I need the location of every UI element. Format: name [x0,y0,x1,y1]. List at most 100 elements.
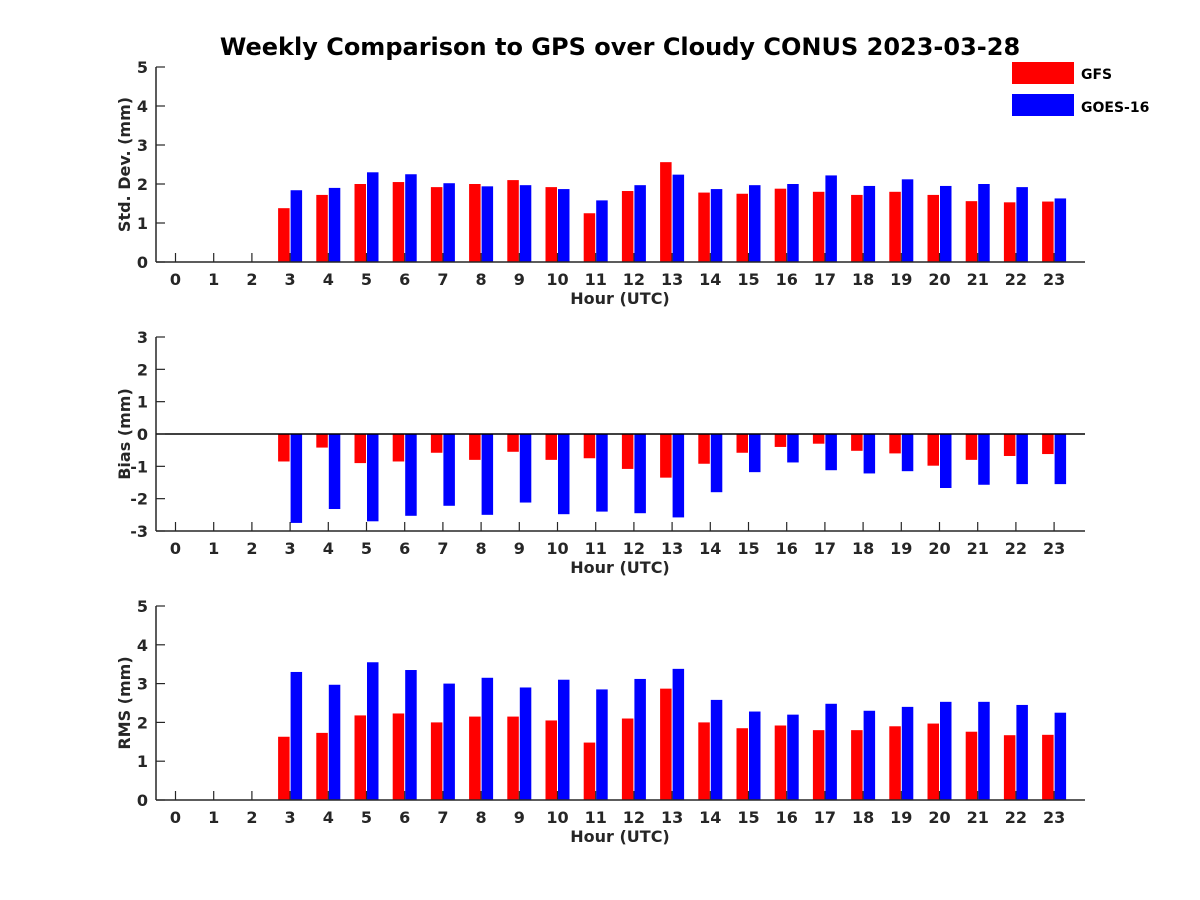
bar-goes16-hour-22 [1016,704,1028,800]
bar-goes16-hour-22 [1016,187,1028,262]
x-tick-label: 7 [437,808,448,827]
bar-goes16-hour-10 [558,189,570,262]
bar-gfs-hour-23 [1042,434,1054,455]
bar-goes16-hour-9 [519,687,532,800]
x-tick-label: 9 [514,539,525,558]
bar-goes16-hour-8 [481,186,494,262]
bar-goes16-hour-6 [405,434,417,516]
bar-gfs-hour-6 [392,182,405,262]
bar-goes16-hour-12 [634,434,646,514]
bar-gfs-hour-23 [1042,201,1054,262]
bar-goes16-hour-7 [443,183,455,262]
x-tick-label: 10 [546,539,568,558]
x-tick-label: 8 [476,808,487,827]
x-tick-label: 13 [661,808,683,827]
bar-goes16-hour-20 [940,185,952,262]
y-tick-label: -3 [130,522,148,541]
x-tick-label: 16 [776,270,798,289]
bar-gfs-hour-12 [621,191,634,262]
x-tick-label: 23 [1043,270,1065,289]
x-tick-label: 18 [852,539,874,558]
bar-goes16-hour-13 [672,668,685,800]
bar-gfs-hour-12 [621,718,634,800]
x-tick-label: 7 [437,270,448,289]
x-tick-label: 1 [208,539,219,558]
x-tick-label: 14 [699,539,721,558]
x-tick-label: 14 [699,808,721,827]
legend-swatch-goes16 [1012,94,1074,116]
bar-goes16-hour-4 [328,187,341,262]
bar-goes16-hour-5 [367,434,379,522]
bar-goes16-hour-10 [558,434,570,515]
bar-goes16-hour-23 [1054,712,1067,800]
y-tick-label: 0 [137,253,148,272]
x-tick-label: 4 [323,539,334,558]
x-tick-label: 21 [967,539,989,558]
x-tick-label: 20 [928,270,950,289]
bar-gfs-hour-11 [583,434,596,459]
bar-goes16-hour-13 [672,434,685,518]
bar-goes16-hour-18 [863,185,876,262]
x-tick-label: 11 [585,270,607,289]
bar-gfs-hour-3 [278,736,290,800]
bar-gfs-hour-13 [660,162,672,262]
x-tick-label: 17 [814,539,836,558]
bar-goes16-hour-7 [443,434,455,506]
y-tick-label: 5 [137,597,148,616]
y-tick-label: 3 [137,675,148,694]
bar-goes16-hour-13 [672,174,685,262]
x-tick-label: 12 [623,539,645,558]
x-tick-label: 18 [852,808,874,827]
bar-gfs-hour-3 [278,434,290,462]
y-tick-label: 0 [137,425,148,444]
bar-gfs-hour-14 [698,434,710,464]
bar-gfs-hour-22 [1003,434,1016,456]
x-tick-label: 22 [1005,539,1027,558]
bar-goes16-hour-19 [901,179,914,262]
bar-gfs-hour-13 [660,688,672,800]
bar-goes16-hour-21 [978,184,990,262]
x-tick-label: 6 [399,539,410,558]
x-tick-label: 20 [928,539,950,558]
bar-goes16-hour-6 [405,174,417,262]
bar-goes16-hour-3 [290,190,303,262]
y-tick-label: 0 [137,791,148,810]
bar-goes16-hour-6 [405,670,417,800]
bar-goes16-hour-11 [596,689,608,800]
x-tick-label: 19 [890,270,912,289]
y-axis-label: Bias (mm) [115,388,134,480]
legend-label-goes16: GOES-16 [1081,100,1149,116]
x-tick-label: 7 [437,539,448,558]
bar-gfs-hour-5 [354,434,366,464]
bar-gfs-hour-17 [812,434,825,444]
y-tick-label: -1 [130,457,148,476]
bar-gfs-hour-9 [507,180,519,262]
x-tick-label: 12 [623,270,645,289]
bar-goes16-hour-15 [749,185,761,262]
bar-gfs-hour-9 [507,434,519,452]
y-tick-label: 1 [137,214,148,233]
bar-goes16-hour-8 [481,677,494,800]
bar-gfs-hour-5 [354,184,366,262]
bar-goes16-hour-16 [787,714,799,800]
x-tick-label: 0 [170,539,181,558]
bar-gfs-hour-10 [545,434,557,460]
bar-goes16-hour-11 [596,434,608,512]
y-tick-label: 2 [137,175,148,194]
bar-goes16-hour-3 [290,434,303,523]
bar-goes16-hour-21 [978,701,990,800]
bar-goes16-hour-15 [749,434,761,473]
bar-gfs-hour-10 [545,720,557,800]
bar-gfs-hour-17 [812,730,825,800]
x-tick-label: 14 [699,270,721,289]
x-tick-label: 6 [399,270,410,289]
x-tick-label: 15 [737,808,759,827]
x-tick-label: 18 [852,270,874,289]
bar-gfs-hour-7 [430,722,443,800]
x-tick-label: 15 [737,270,759,289]
x-axis-label: Hour (UTC) [570,558,670,577]
bar-goes16-hour-22 [1016,434,1028,485]
bar-goes16-hour-12 [634,185,646,262]
